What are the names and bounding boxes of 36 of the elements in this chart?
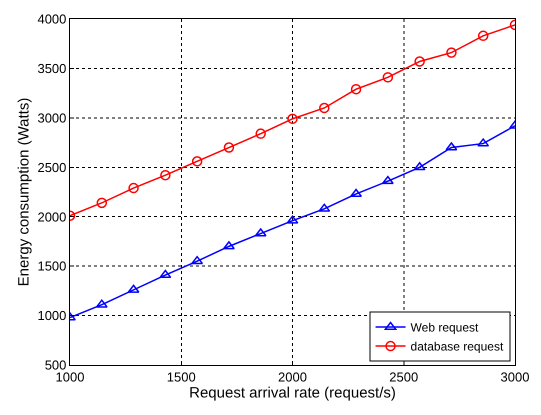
legend-label: Web request bbox=[410, 320, 480, 335]
legend-label: database request bbox=[410, 340, 504, 354]
point bbox=[286, 215, 298, 224]
point bbox=[414, 56, 425, 67]
y-axis-title: Energy consumption (Watts) bbox=[16, 98, 33, 286]
point bbox=[128, 182, 139, 194]
y-tick-label: 4000 bbox=[37, 12, 66, 27]
y-tick-label: 1000 bbox=[37, 308, 66, 324]
point bbox=[445, 142, 458, 151]
point bbox=[96, 198, 108, 208]
point bbox=[160, 170, 171, 180]
x-tick-label: 3000 bbox=[500, 370, 530, 385]
y-tick-label: 3000 bbox=[37, 110, 66, 126]
point bbox=[319, 102, 330, 114]
point bbox=[159, 270, 172, 278]
point bbox=[192, 156, 202, 167]
point bbox=[96, 299, 108, 308]
point bbox=[382, 72, 394, 83]
point bbox=[287, 114, 298, 124]
y-tick-label: 2000 bbox=[37, 209, 66, 224]
point bbox=[224, 142, 234, 153]
y-tick-label: 1500 bbox=[37, 258, 66, 274]
point bbox=[477, 138, 490, 147]
point bbox=[191, 256, 204, 264]
x-tick-label: 2500 bbox=[389, 370, 418, 385]
point bbox=[254, 228, 267, 237]
point bbox=[382, 176, 394, 184]
point bbox=[255, 128, 266, 139]
y-tick-label: 2500 bbox=[37, 160, 66, 175]
x-axis-title: Request arrival rate (request/s) bbox=[189, 384, 396, 402]
point bbox=[350, 84, 362, 94]
x-tick-label: 2000 bbox=[278, 370, 307, 385]
point bbox=[478, 30, 488, 42]
y-tick-label: 3500 bbox=[37, 60, 66, 76]
x-tick-label: 1500 bbox=[166, 370, 196, 385]
point bbox=[446, 47, 457, 58]
